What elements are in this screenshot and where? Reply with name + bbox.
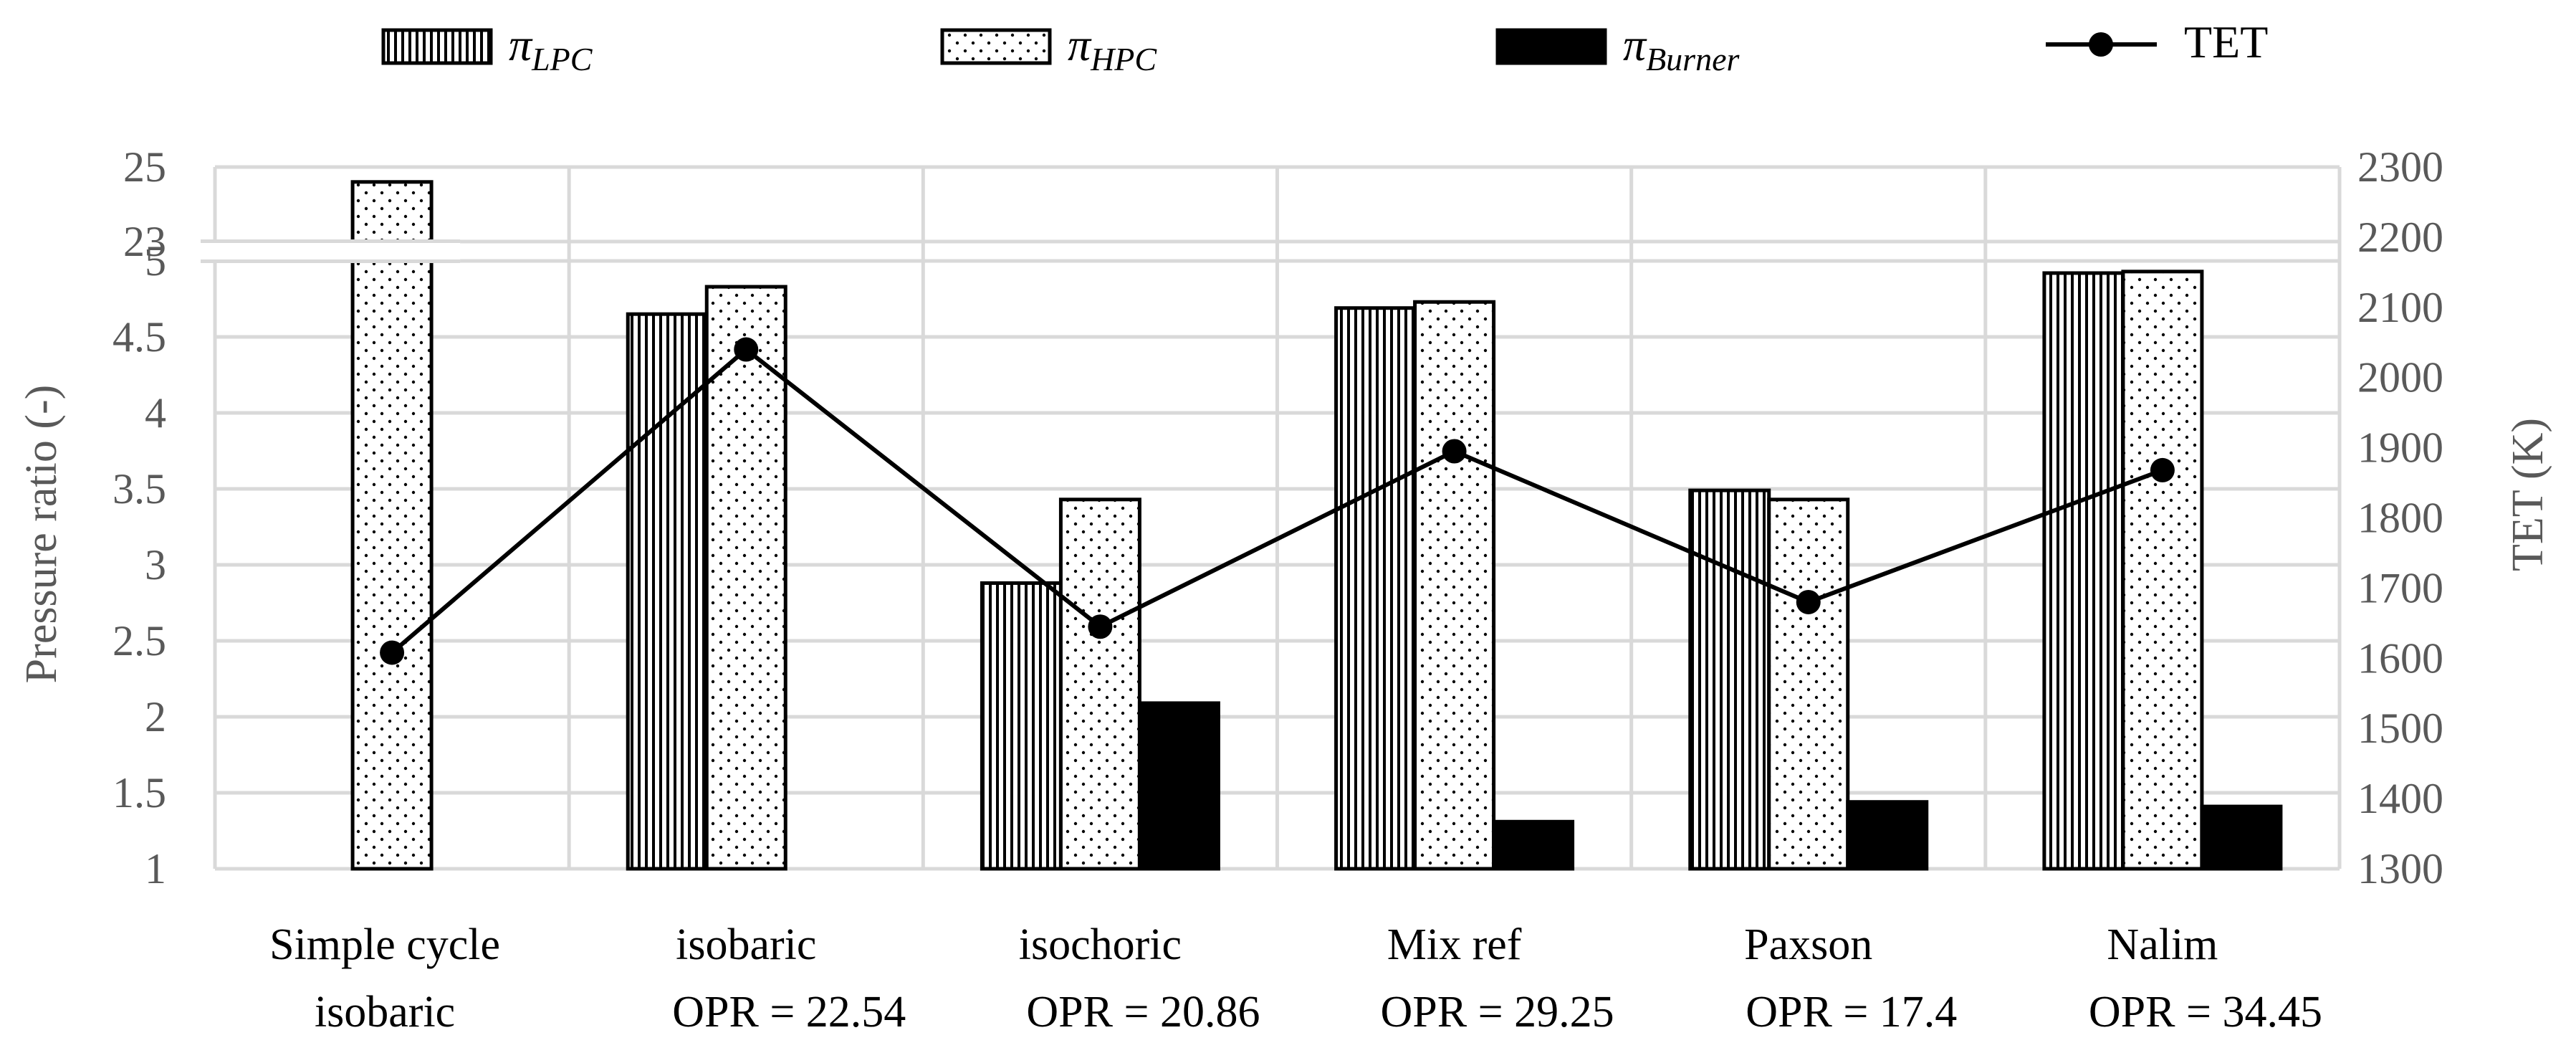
- y-tick-label: 4.5: [112, 313, 166, 361]
- gridlines: [213, 165, 2342, 871]
- y-axis-right: 1300 1400 1500 1600 1700 1800 1900 2000 2100 2200…: [2357, 143, 2443, 892]
- y-tick-label: 1.5: [112, 769, 166, 816]
- legend-swatch-burner: [1495, 28, 1607, 65]
- x-axis-categories: Simple cycle isobaric isobaric OPR = 22.54 i…: [269, 920, 2322, 1037]
- bar-lpc: [1334, 306, 1417, 871]
- y2-tick-label: 1700: [2357, 564, 2443, 611]
- category-label: Simple cycle: [269, 920, 500, 969]
- y-tick-label: 4: [145, 389, 166, 437]
- category-sublabel: OPR = 22.54: [672, 988, 906, 1037]
- category-sublabel: OPR = 17.4: [1746, 988, 1957, 1037]
- y2-tick-label: 1300: [2357, 845, 2443, 892]
- y-tick-label: 23: [123, 218, 166, 265]
- y-tick-label: 2: [145, 693, 166, 740]
- bar-burner: [2200, 804, 2283, 871]
- bar-hpc: [1767, 497, 1850, 871]
- legend: πLPC πHPC πBurner TET: [381, 16, 2268, 77]
- bar-hpc: [1413, 300, 1496, 871]
- bar-hpc: [1058, 497, 1141, 871]
- y-tick-label: 2.5: [112, 617, 166, 664]
- bar-lpc: [626, 312, 709, 871]
- y2-tick-label: 2100: [2357, 284, 2443, 331]
- tet-point: [734, 337, 759, 362]
- bar-burner: [1492, 819, 1575, 871]
- y2-tick-label: 2200: [2357, 214, 2443, 261]
- legend-label-lpc: πLPC: [509, 19, 593, 77]
- y2-tick-label: 1500: [2357, 705, 2443, 752]
- y2-tick-label: 1800: [2357, 495, 2443, 542]
- y-tick-label: 5: [145, 237, 166, 285]
- bar-hpc: [2121, 270, 2204, 871]
- category-label: isochoric: [1019, 920, 1182, 969]
- axis-break-gap: [201, 241, 461, 262]
- legend-marker-tet: [2089, 32, 2113, 57]
- bar-hpc: [704, 285, 787, 871]
- y-tick-label: 3.5: [112, 465, 166, 513]
- bar-burner: [1137, 701, 1220, 871]
- bar-lpc: [980, 581, 1063, 871]
- tet-series-line: [391, 346, 2163, 654]
- y-tick-label: 3: [145, 541, 166, 589]
- category-sublabel: OPR = 29.25: [1381, 988, 1614, 1037]
- y2-axis-label: TET (K): [2504, 418, 2552, 571]
- tet-point: [1442, 439, 1467, 464]
- y-tick-label: 1: [145, 845, 166, 892]
- tet-point: [2150, 457, 2175, 482]
- tet-line: [380, 337, 2175, 665]
- y2-tick-label: 1600: [2357, 634, 2443, 682]
- legend-swatch-lpc: [381, 28, 493, 65]
- legend-label-hpc: πHPC: [1068, 19, 1157, 77]
- legend-label-tet: TET: [2184, 16, 2268, 67]
- y2-tick-label: 2300: [2357, 143, 2443, 191]
- axis-break-marker: [201, 239, 461, 263]
- category-label: Mix ref: [1387, 920, 1522, 969]
- y2-tick-label: 2000: [2357, 354, 2443, 401]
- category-label: Nalim: [2107, 920, 2218, 969]
- category-sublabel: isobaric: [315, 988, 455, 1037]
- y-axis-label: Pressure ratio (-): [17, 385, 66, 684]
- bars: [350, 180, 2283, 871]
- y2-tick-label: 1400: [2357, 775, 2443, 822]
- bar-hpc: [350, 180, 434, 871]
- legend-label-burner: πBurner: [1623, 19, 1740, 77]
- tet-point: [1796, 589, 1821, 614]
- category-sublabel: OPR = 20.86: [1026, 988, 1260, 1037]
- y-tick-label: 25: [123, 143, 166, 191]
- bar-lpc: [2042, 271, 2125, 871]
- y2-tick-label: 1900: [2357, 424, 2443, 472]
- category-label: isobaric: [676, 920, 816, 969]
- bar-lpc: [1688, 488, 1771, 871]
- tet-point: [380, 640, 405, 665]
- legend-swatch-hpc: [940, 28, 1052, 65]
- tet-point: [1088, 614, 1113, 639]
- category-label: Paxson: [1744, 920, 1872, 969]
- category-sublabel: OPR = 34.45: [2089, 988, 2322, 1037]
- bar-burner: [1846, 800, 1929, 871]
- y-axis-left: 1 1.5 2 2.5 3 3.5 4 4.5 523 25: [112, 143, 166, 892]
